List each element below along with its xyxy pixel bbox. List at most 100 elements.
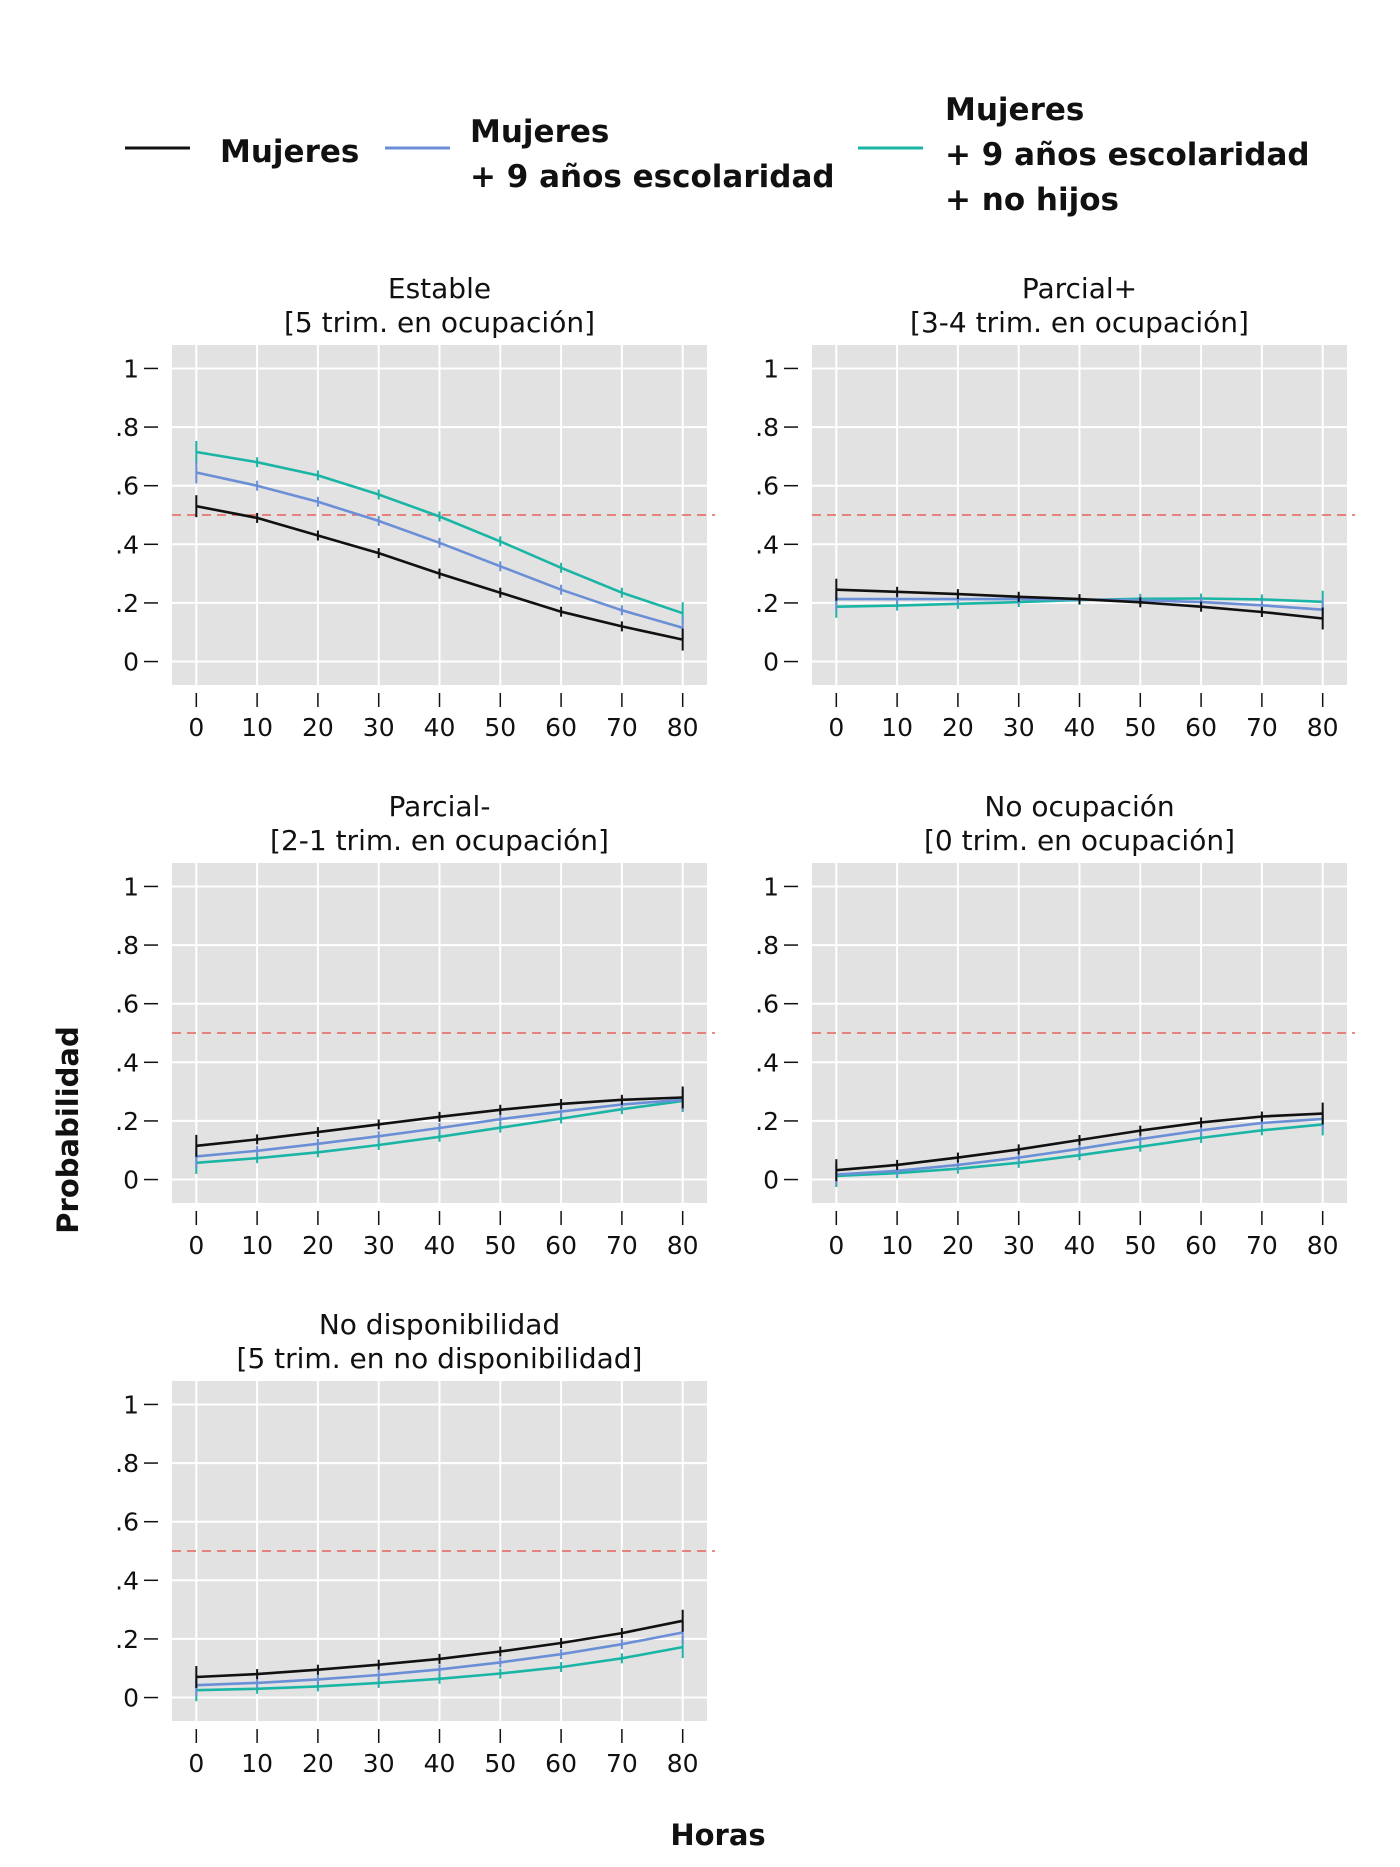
panel-3: Parcial-[2-1 trim. en ocupación] 0 .2 .4 .6.… (115, 790, 715, 1260)
x-tick-label: 10 (881, 713, 913, 742)
y-tick-label: .4 (115, 530, 139, 559)
x-tick-label: 0 (828, 713, 844, 742)
x-tick-label: 40 (424, 713, 456, 742)
y-tick-label: .2 (115, 589, 139, 618)
y-axis-title: Probabilidad (51, 1026, 85, 1233)
series-1 (835, 1102, 1324, 1182)
x-tick-label: 80 (1307, 713, 1339, 742)
y-tick-label: .6 (115, 990, 139, 1019)
x-tick-label: 20 (942, 713, 974, 742)
x-tick-label: 80 (667, 1231, 699, 1260)
y-tick-label: .6 (115, 1508, 139, 1537)
x-tick-label: 30 (363, 713, 395, 742)
x-axis-title: Horas (670, 1818, 765, 1852)
x-tick-label: 50 (1124, 713, 1156, 742)
y-tick-label: .8 (115, 931, 139, 960)
x-tick-label: 30 (1003, 1231, 1035, 1260)
x-tick-label: 0 (188, 1749, 204, 1778)
y-tick-label: .4 (115, 1048, 139, 1077)
y-tick-label: 0 (123, 648, 139, 677)
y-tick-label: .6 (755, 990, 779, 1019)
panel-title: Estable (388, 272, 491, 305)
y-tick-label: .6 (755, 472, 779, 501)
x-tick-label: 10 (881, 1231, 913, 1260)
y-tick-label: 1 (123, 1390, 139, 1419)
x-tick-label: 60 (545, 1749, 577, 1778)
y-tick-label: 0 (763, 1166, 779, 1195)
legend-item-3: Mujeres + 9 años escolaridad + no hijos (858, 92, 1310, 218)
x-tick-label: 70 (606, 713, 638, 742)
x-tick-label: 50 (484, 1749, 516, 1778)
legend-item-2: Mujeres + 9 años escolaridad (385, 114, 835, 195)
x-tick-label: 60 (545, 1231, 577, 1260)
y-tick-label: .2 (755, 589, 779, 618)
y-tick-label: .2 (115, 1107, 139, 1136)
x-tick-label: 0 (188, 1231, 204, 1260)
series-1 (195, 495, 684, 651)
panel-2: Parcial+[3-4 trim. en ocupación] 0 .2 .4 .6.… (755, 272, 1355, 742)
x-tick-label: 50 (484, 713, 516, 742)
x-tick-label: 30 (363, 1231, 395, 1260)
x-tick-label: 0 (828, 1231, 844, 1260)
x-tick-label: 50 (1124, 1231, 1156, 1260)
y-tick-label: .4 (115, 1566, 139, 1595)
panel-title: No ocupación (984, 790, 1174, 823)
y-tick-label: .6 (115, 472, 139, 501)
panel-title: No disponibilidad (319, 1308, 560, 1341)
x-tick-label: 70 (606, 1231, 638, 1260)
x-tick-label: 40 (424, 1231, 456, 1260)
panel-title: [0 trim. en ocupación] (924, 824, 1235, 857)
y-tick-label: 1 (763, 354, 779, 383)
x-tick-label: 80 (1307, 1231, 1339, 1260)
series-1 (835, 578, 1324, 630)
y-tick-label: .8 (115, 413, 139, 442)
x-tick-label: 20 (942, 1231, 974, 1260)
panel-title: Parcial- (389, 790, 491, 823)
panel-title: [3-4 trim. en ocupación] (910, 306, 1249, 339)
y-tick-label: .4 (755, 530, 779, 559)
x-tick-label: 40 (424, 1749, 456, 1778)
x-tick-label: 10 (241, 1749, 273, 1778)
x-tick-label: 20 (302, 1749, 334, 1778)
y-tick-label: .8 (755, 931, 779, 960)
legend-label: Mujeres (470, 114, 609, 150)
y-tick-label: 0 (123, 1166, 139, 1195)
x-tick-label: 0 (188, 713, 204, 742)
y-tick-label: .2 (755, 1107, 779, 1136)
x-tick-label: 30 (363, 1749, 395, 1778)
x-tick-label: 20 (302, 713, 334, 742)
y-tick-label: 1 (123, 872, 139, 901)
x-tick-label: 40 (1064, 713, 1096, 742)
legend-label: Mujeres (945, 92, 1084, 128)
x-tick-label: 70 (606, 1749, 638, 1778)
x-tick-label: 80 (667, 713, 699, 742)
legend-label: + no hijos (945, 182, 1119, 218)
y-tick-label: .4 (755, 1048, 779, 1077)
panel-5: No disponibilidad[5 trim. en no disponib… (115, 1308, 715, 1778)
x-tick-label: 80 (667, 1749, 699, 1778)
y-tick-label: 1 (763, 872, 779, 901)
x-tick-label: 20 (302, 1231, 334, 1260)
legend-label: + 9 años escolaridad (470, 159, 835, 195)
panel-4: No ocupación[0 trim. en ocupación] 0 .2 .4.… (755, 790, 1355, 1260)
x-tick-label: 60 (545, 713, 577, 742)
x-tick-label: 30 (1003, 713, 1035, 742)
panels: Estable[5 trim. en ocupación]0.2.4.6.810… (115, 272, 1355, 1778)
series-1 (195, 1086, 684, 1157)
y-tick-label: 0 (763, 648, 779, 677)
panel-title: [5 trim. en no disponibilidad] (237, 1342, 643, 1375)
y-tick-label: 0 (123, 1684, 139, 1713)
panel-title: Parcial+ (1022, 272, 1137, 305)
x-tick-label: 10 (241, 1231, 273, 1260)
y-tick-label: 1 (123, 354, 139, 383)
x-tick-label: 70 (1246, 1231, 1278, 1260)
legend-label: + 9 años escolaridad (945, 137, 1310, 173)
panel-title: [2-1 trim. en ocupación] (270, 824, 609, 857)
legend-item-1: Mujeres (125, 134, 359, 170)
x-tick-label: 60 (1185, 1231, 1217, 1260)
x-tick-label: 70 (1246, 713, 1278, 742)
panel-1: Estable[5 trim. en ocupación] 0 .2 .4 .6 .8 1 0… (115, 272, 715, 742)
panel-title: [5 trim. en ocupación] (284, 306, 595, 339)
